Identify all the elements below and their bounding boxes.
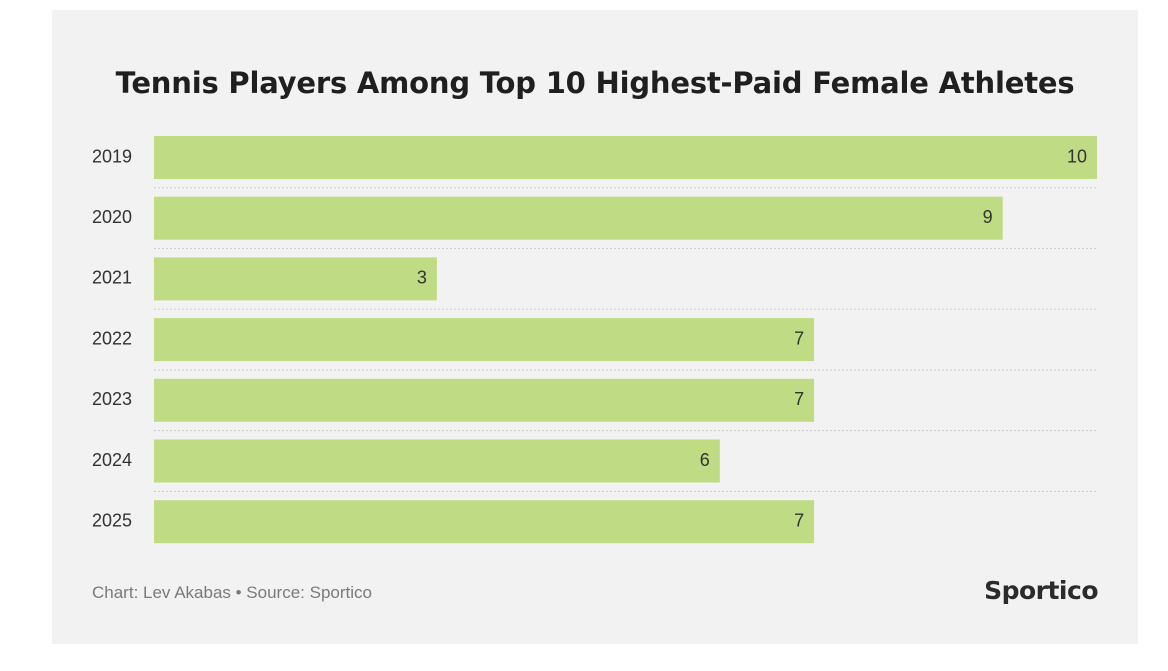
- sportico-logo: Sportico: [984, 576, 1098, 605]
- category-label-2023: 2023: [92, 389, 132, 409]
- category-label-2021: 2021: [92, 268, 132, 288]
- value-label-2021: 3: [417, 268, 427, 288]
- chart-title: Tennis Players Among Top 10 Highest-Paid…: [115, 66, 1075, 100]
- category-label-2025: 2025: [92, 510, 132, 530]
- value-label-2022: 7: [794, 328, 804, 348]
- value-label-2019: 10: [1067, 146, 1087, 166]
- category-label-2019: 2019: [92, 146, 132, 166]
- value-label-2024: 6: [700, 450, 710, 470]
- bar-2022: [154, 318, 815, 362]
- chart-credit: Chart: Lev Akabas • Source: Sportico: [92, 583, 372, 602]
- value-label-2020: 9: [983, 207, 993, 227]
- value-label-2023: 7: [794, 389, 804, 409]
- bar-2020: [154, 196, 1003, 240]
- bar-2021: [154, 257, 437, 301]
- bar-2024: [154, 439, 720, 483]
- bar-chart: 2019 10 2020 9 2021 3 2022 7 2023 7 2024 6 2025 7: [92, 136, 1097, 544]
- bar-2025: [154, 500, 815, 544]
- category-label-2024: 2024: [92, 450, 132, 470]
- category-label-2022: 2022: [92, 328, 132, 348]
- bar-2019: [154, 136, 1097, 179]
- chart-card: Tennis Players Among Top 10 Highest-Paid…: [52, 10, 1138, 644]
- bar-2023: [154, 378, 815, 422]
- value-label-2025: 7: [794, 510, 804, 530]
- category-label-2020: 2020: [92, 207, 132, 227]
